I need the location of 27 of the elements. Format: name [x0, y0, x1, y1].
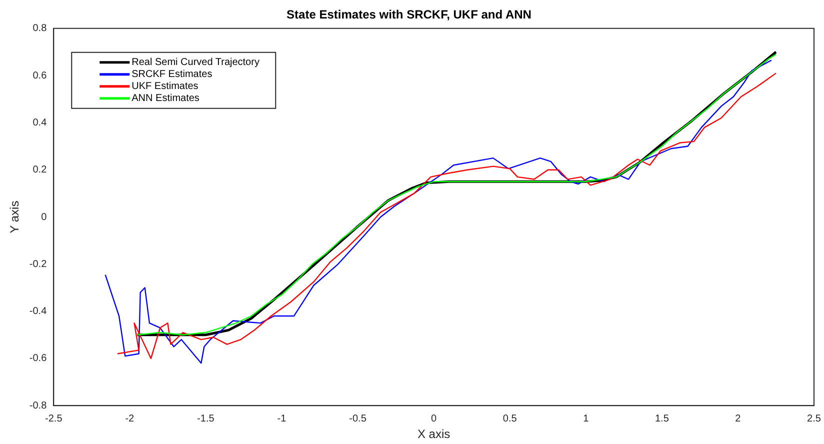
x-tick-label: -1.5	[197, 413, 215, 424]
x-tick-label: -0.5	[349, 413, 367, 424]
y-tick-label: 0.4	[32, 117, 48, 128]
legend-label: Real Semi Curved Trajectory	[132, 57, 260, 68]
y-tick-label: 0.2	[32, 164, 48, 176]
x-tick-label: -1	[277, 413, 287, 424]
x-tick-label: 0	[431, 413, 438, 424]
y-tick-label: 0.8	[32, 23, 48, 34]
x-axis-title: X axis	[417, 427, 450, 442]
legend-label: ANN Estimates	[132, 93, 200, 104]
x-tick-label: 1	[583, 413, 590, 424]
y-axis-title: Y axis	[8, 200, 22, 234]
chart-title: State Estimates with SRCKF, UKF and ANN	[286, 8, 532, 22]
x-tick-label: 1.5	[654, 413, 670, 424]
y-tick-label: 0.6	[32, 70, 48, 82]
y-tick-label: -0.2	[29, 258, 48, 270]
x-tick-label: 2.5	[807, 413, 822, 424]
y-tick-label: -0.6	[29, 353, 48, 364]
x-tick-label: 0.5	[502, 413, 518, 424]
legend-label: SRCKF Estimates	[132, 69, 212, 80]
y-tick-label: 0	[41, 212, 48, 223]
legend-label: UKF Estimates	[132, 81, 198, 92]
x-tick-label: -2.5	[45, 413, 63, 424]
y-tick-label: -0.8	[29, 400, 48, 412]
x-tick-label: -2	[125, 413, 135, 424]
x-tick-label: 2	[735, 413, 742, 424]
y-tick-label: -0.4	[29, 306, 48, 318]
